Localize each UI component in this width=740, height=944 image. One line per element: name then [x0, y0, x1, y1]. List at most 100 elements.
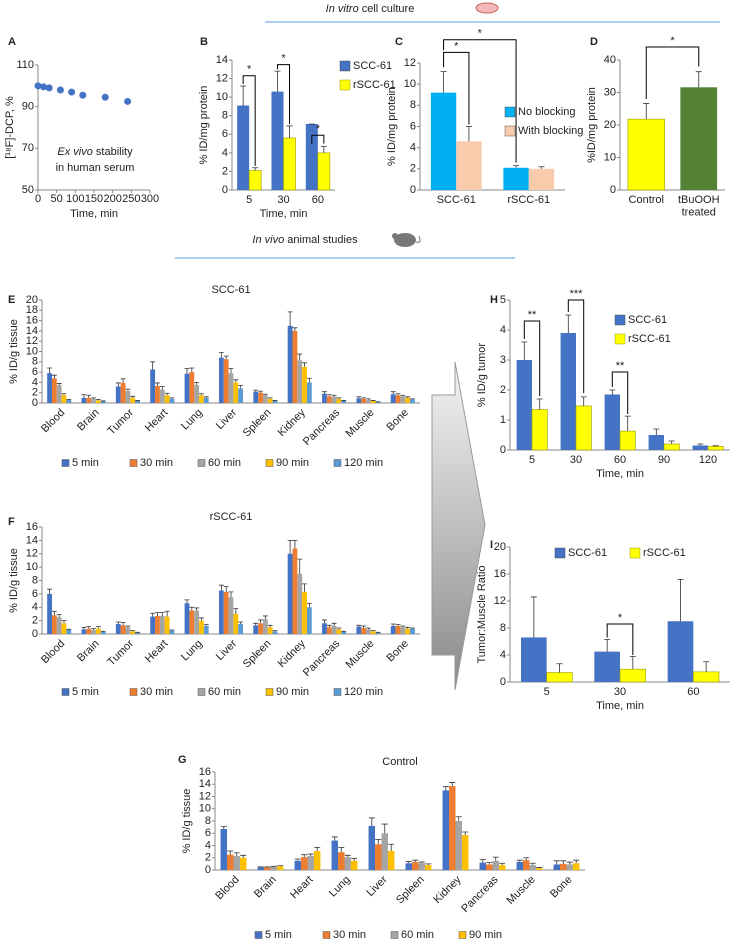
legend-label: 30 min: [333, 929, 366, 941]
x-tick-label: Liver: [214, 637, 240, 663]
legend-label: 90 min: [469, 929, 502, 941]
bar: [336, 629, 342, 634]
bar: [238, 388, 244, 403]
error-bar: [326, 624, 332, 628]
error-bar: [253, 389, 259, 392]
y-tick-label: 0: [500, 676, 506, 688]
bar: [326, 396, 332, 403]
bar: [424, 865, 432, 870]
error-bar: [218, 584, 224, 591]
bar: [47, 373, 52, 403]
bar: [361, 627, 367, 634]
error-bar: [233, 608, 239, 614]
error-bar: [449, 782, 456, 787]
bar: [248, 170, 262, 191]
significance-label: **: [528, 309, 537, 321]
bar: [56, 384, 62, 403]
x-tick-label: Heart: [288, 874, 316, 902]
error-bar: [81, 394, 87, 398]
bar: [238, 623, 244, 634]
error-bar: [320, 145, 327, 153]
error-bar: [465, 126, 472, 142]
bar: [155, 615, 160, 634]
bar: [91, 629, 96, 634]
error-bar: [56, 383, 62, 385]
bar: [566, 864, 573, 870]
bar: [302, 591, 307, 634]
bar: [100, 401, 106, 403]
data-point: [40, 83, 48, 91]
x-tick-label: Bone: [384, 407, 411, 434]
bar: [150, 616, 156, 634]
bar: [331, 840, 339, 870]
error-bar: [286, 125, 293, 138]
bar: [164, 395, 170, 403]
error-bar: [169, 397, 175, 399]
error-bar: [159, 386, 165, 390]
bar: [405, 628, 411, 634]
bar: [390, 625, 396, 634]
bar: [627, 118, 665, 191]
bar: [692, 445, 708, 450]
bar: [375, 632, 381, 634]
legend-label: With blocking: [518, 125, 583, 137]
bar: [410, 628, 415, 634]
bar: [194, 610, 200, 634]
error-bar: [390, 623, 396, 626]
bar: [572, 863, 580, 870]
y-tick-label: 2: [32, 387, 38, 399]
y-tick-label: 4: [205, 839, 211, 851]
x-tick-label: rSCC-61: [507, 194, 550, 206]
x-tick-label: Kidney: [276, 406, 309, 439]
bar: [164, 616, 170, 634]
y-tick-label: 14: [216, 54, 228, 66]
bar: [258, 392, 263, 403]
y-axis-label: %ID/mg protein: [586, 87, 598, 163]
error-bar: [125, 625, 131, 628]
bar: [546, 672, 573, 683]
error-bar: [412, 859, 419, 863]
y-axis-label: % ID/mg protein: [198, 86, 210, 165]
error-bar: [233, 852, 240, 856]
y-tick-label: 20: [494, 541, 506, 553]
error-bar: [223, 586, 229, 592]
error-bar: [643, 103, 650, 120]
error-bar: [150, 612, 156, 617]
chart-title: Control: [382, 756, 417, 768]
x-tick-label: 250: [122, 193, 140, 205]
error-bar: [135, 400, 140, 401]
bar: [223, 359, 229, 403]
significance-bracket: [311, 134, 325, 144]
error-bar: [292, 539, 298, 549]
x-tick-label: 200: [103, 193, 121, 205]
x-tick-label: Brain: [75, 407, 102, 434]
y-tick-label: 10: [26, 345, 38, 357]
error-bar: [253, 622, 259, 626]
y-tick-label: 4: [32, 376, 38, 388]
bar: [81, 397, 87, 403]
error-bar: [257, 866, 264, 868]
error-bar: [629, 655, 636, 670]
bar: [331, 625, 337, 634]
y-tick-label: 16: [26, 521, 38, 533]
bar: [331, 396, 337, 403]
y-axis-label: % ID/g tissue: [181, 789, 193, 854]
y-tick-label: 2: [32, 615, 38, 627]
error-bar: [405, 861, 412, 864]
error-bar: [91, 628, 96, 630]
x-tick-label: 30: [614, 686, 626, 698]
error-bar: [297, 558, 303, 574]
bar: [395, 395, 401, 403]
bar: [322, 623, 327, 634]
bar: [86, 397, 92, 403]
error-bar: [516, 859, 523, 863]
legend-swatch: [614, 333, 626, 345]
error-bar: [189, 606, 195, 611]
data-point: [101, 93, 109, 101]
bar: [368, 825, 376, 870]
bar: [338, 852, 345, 870]
x-tick-label: Heart: [143, 638, 171, 666]
annotation-line: stability: [96, 146, 133, 158]
bar: [529, 865, 536, 870]
error-bar: [240, 85, 247, 106]
